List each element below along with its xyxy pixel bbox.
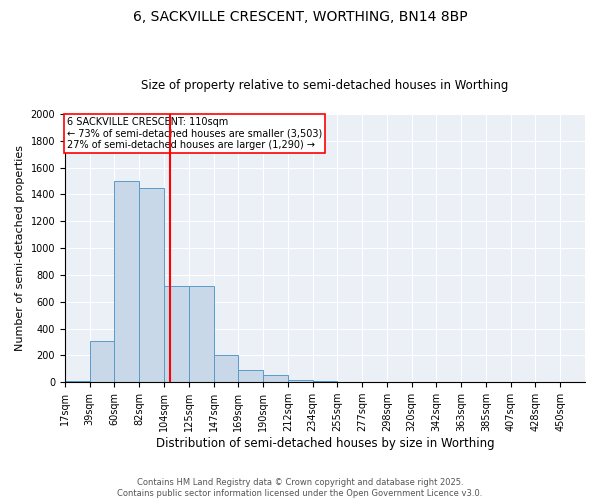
Y-axis label: Number of semi-detached properties: Number of semi-detached properties xyxy=(15,145,25,351)
Bar xyxy=(238,370,263,382)
Text: Contains HM Land Registry data © Crown copyright and database right 2025.
Contai: Contains HM Land Registry data © Crown c… xyxy=(118,478,482,498)
Bar xyxy=(313,381,337,382)
Bar xyxy=(65,381,89,382)
Bar xyxy=(139,188,164,382)
Text: 6 SACKVILLE CRESCENT: 110sqm
← 73% of semi-detached houses are smaller (3,503)
2: 6 SACKVILLE CRESCENT: 110sqm ← 73% of se… xyxy=(67,116,322,150)
Bar xyxy=(214,356,238,382)
Text: 6, SACKVILLE CRESCENT, WORTHING, BN14 8BP: 6, SACKVILLE CRESCENT, WORTHING, BN14 8B… xyxy=(133,10,467,24)
Bar xyxy=(164,286,189,382)
X-axis label: Distribution of semi-detached houses by size in Worthing: Distribution of semi-detached houses by … xyxy=(155,437,494,450)
Bar xyxy=(288,380,313,382)
Bar xyxy=(115,181,139,382)
Bar xyxy=(89,340,115,382)
Bar xyxy=(263,375,288,382)
Bar xyxy=(189,286,214,382)
Title: Size of property relative to semi-detached houses in Worthing: Size of property relative to semi-detach… xyxy=(141,79,509,92)
